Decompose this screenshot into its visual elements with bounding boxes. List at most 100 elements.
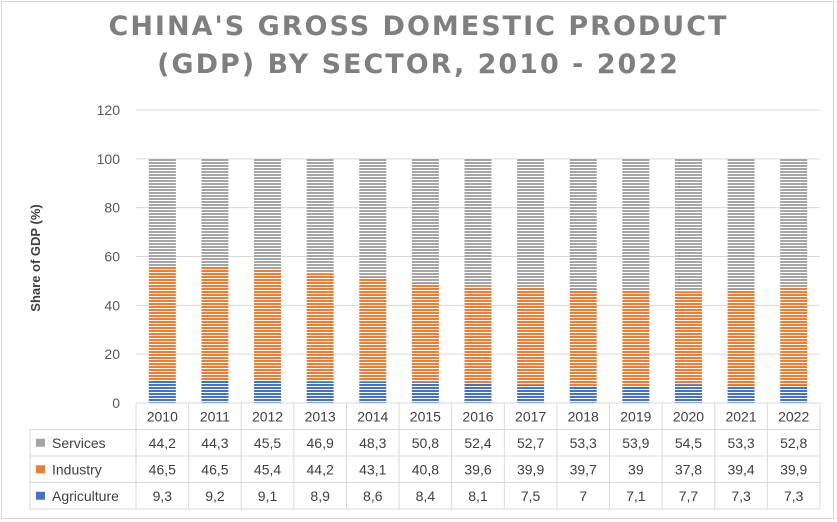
data-label-services: 45,5	[254, 435, 281, 451]
data-label-agriculture: 8,1	[468, 488, 488, 504]
data-label-industry: 39	[628, 461, 644, 477]
legend-entry-services: Services	[52, 435, 106, 451]
bar-agriculture-2016	[464, 383, 492, 403]
x-tick-label: 2011	[200, 408, 230, 424]
data-label-agriculture: 7,3	[784, 488, 804, 504]
bar-agriculture-2014	[359, 382, 387, 403]
data-label-agriculture: 7,1	[626, 488, 646, 504]
data-label-industry: 37,8	[675, 461, 702, 477]
chart-title: CHINA'S GROSS DOMESTIC PRODUCT (GDP) BY …	[0, 8, 837, 84]
y-tick-label: 120	[97, 102, 121, 118]
data-label-agriculture: 7,7	[679, 488, 699, 504]
bar-industry-2020	[674, 291, 702, 385]
bar-agriculture-2021	[727, 385, 755, 403]
x-tick-label: 2022	[778, 408, 809, 424]
x-tick-label: 2015	[410, 408, 441, 424]
data-label-services: 53,3	[570, 435, 597, 451]
bar-agriculture-2011	[201, 380, 229, 403]
x-tick-label: 2021	[725, 408, 756, 424]
bar-services-2014	[359, 158, 387, 277]
data-table: 2010 2011 2012 2013 2014 2015 2016 2017 2018 2019…	[29, 402, 821, 510]
bar-agriculture-2017	[517, 384, 545, 403]
data-label-agriculture: 9,2	[205, 488, 225, 504]
data-label-agriculture: 8,9	[310, 488, 330, 504]
legend-swatch-services	[36, 438, 45, 447]
y-tick-label: 40	[104, 297, 120, 313]
bar-services-2022	[780, 158, 808, 288]
data-label-services: 44,3	[201, 435, 228, 451]
data-label-industry: 39,7	[570, 461, 597, 477]
bar-industry-2015	[411, 282, 439, 383]
data-label-industry: 45,4	[254, 461, 281, 477]
x-tick-label: 2014	[357, 408, 388, 424]
data-label-agriculture: 8,4	[416, 488, 436, 504]
data-label-services: 50,8	[412, 435, 439, 451]
x-tick-label: 2016	[462, 408, 493, 424]
bar-industry-2012	[254, 269, 282, 381]
data-label-industry: 39,4	[727, 461, 754, 477]
bar-agriculture-2010	[148, 380, 176, 403]
bar-agriculture-2018	[569, 385, 597, 403]
data-label-services: 52,4	[464, 435, 491, 451]
data-label-agriculture: 9,3	[153, 488, 173, 504]
data-label-industry: 40,8	[412, 461, 439, 477]
bar-services-2012	[254, 158, 282, 270]
data-label-agriculture: 7	[579, 488, 587, 504]
bar-industry-2022	[780, 287, 808, 386]
data-label-industry: 46,5	[149, 461, 176, 477]
bar-services-2013	[306, 158, 334, 274]
legend-swatch-agriculture	[36, 491, 45, 500]
data-label-services: 52,7	[517, 435, 544, 451]
bar-services-2021	[727, 158, 755, 289]
data-label-agriculture: 9,1	[258, 488, 278, 504]
bar-services-2011	[201, 158, 229, 267]
x-tick-label: 2010	[147, 408, 178, 424]
bar-services-2010	[148, 158, 176, 267]
bar-services-2018	[569, 158, 597, 289]
bar-services-2016	[464, 158, 492, 287]
data-label-services: 52,8	[780, 435, 807, 451]
bar-agriculture-2019	[622, 385, 650, 403]
bar-industry-2013	[306, 273, 334, 382]
x-tick-label: 2020	[673, 408, 704, 424]
data-label-services: 46,9	[307, 435, 334, 451]
data-label-agriculture: 7,3	[731, 488, 751, 504]
y-tick-label: 0	[112, 395, 120, 411]
data-label-industry: 46,5	[201, 461, 228, 477]
data-label-services: 54,5	[675, 435, 702, 451]
y-tick-label: 80	[104, 200, 120, 216]
bars	[148, 158, 808, 403]
x-tick-label: 2012	[252, 408, 283, 424]
y-tick-label: 100	[97, 151, 121, 167]
data-label-services: 48,3	[359, 435, 386, 451]
data-label-services: 44,2	[149, 435, 176, 451]
bar-services-2015	[411, 158, 439, 283]
chart-title-line-1: CHINA'S GROSS DOMESTIC PRODUCT	[108, 11, 729, 42]
bar-industry-2010	[148, 266, 176, 381]
x-tick-label: 2013	[305, 408, 336, 424]
data-label-services: 53,3	[727, 435, 754, 451]
bar-industry-2019	[622, 290, 650, 386]
data-label-industry: 39,9	[517, 461, 544, 477]
data-label-industry: 39,6	[464, 461, 491, 477]
bar-agriculture-2022	[780, 385, 808, 403]
data-label-industry: 39,9	[780, 461, 807, 477]
bar-agriculture-2020	[674, 384, 702, 403]
bar-agriculture-2013	[306, 381, 334, 403]
bar-services-2020	[674, 158, 702, 292]
y-axis: 0 20 40 60 80 100 120	[97, 102, 121, 411]
legend-swatch-industry	[36, 465, 45, 474]
chart-title-line-2: (GDP) BY SECTOR, 2010 - 2022	[157, 49, 680, 80]
bar-industry-2014	[359, 276, 387, 383]
x-tick-label: 2018	[568, 408, 599, 424]
bar-services-2017	[517, 158, 545, 288]
data-label-agriculture: 7,5	[521, 488, 541, 504]
x-tick-label: 2017	[515, 408, 546, 424]
bar-industry-2017	[517, 287, 545, 385]
bar-industry-2016	[464, 286, 492, 384]
data-label-industry: 43,1	[359, 461, 386, 477]
legend-entry-industry: Industry	[52, 461, 102, 477]
x-tick-label: 2019	[620, 408, 651, 424]
bar-agriculture-2015	[411, 382, 439, 403]
